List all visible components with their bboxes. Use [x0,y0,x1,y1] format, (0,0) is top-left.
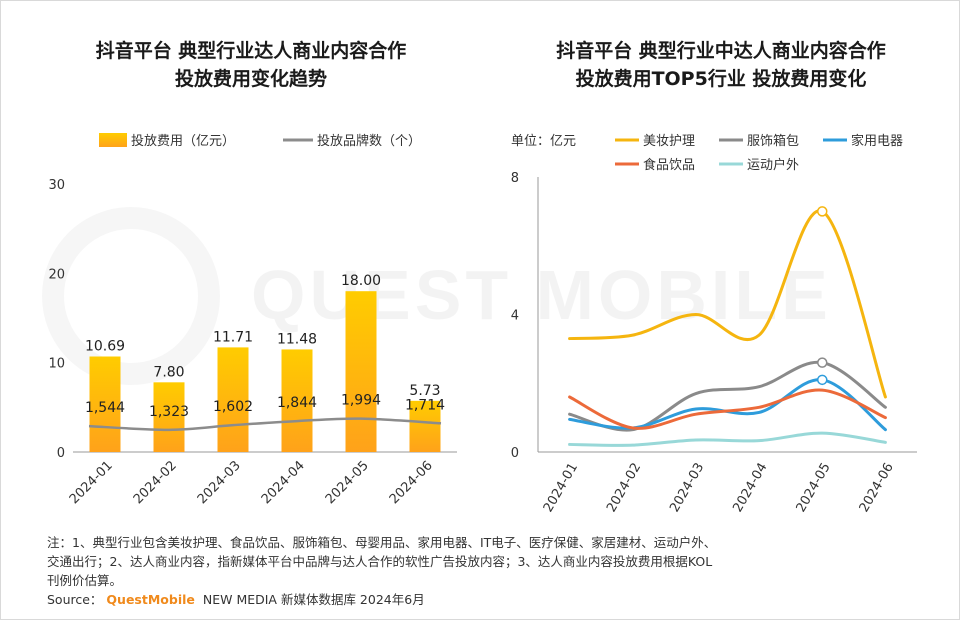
legend-bar-swatch [99,133,127,147]
series-line-服饰箱包 [568,360,887,432]
source-brand: QuestMobile [106,592,194,607]
left-legend: 投放费用（亿元） 投放品牌数（个） [99,133,421,149]
brand-count-label: 1,323 [149,404,189,420]
right-y-tick: 0 [511,446,519,461]
right-lines [568,206,887,447]
right-x-tick: 2024-03 [667,461,707,516]
right-x-tick: 2024-06 [857,461,897,516]
legend-line-label: 投放品牌数（个） [317,133,421,149]
bar-value-label: 10.69 [85,339,125,355]
bar-2024-04 [281,349,313,452]
right-unit-label: 单位：亿元 [511,134,576,149]
right-legend-label: 运动户外 [747,157,799,173]
peak-marker-服饰箱包 [817,357,828,368]
source-line: Source： QuestMobile NEW MEDIA 新媒体数据库 202… [47,592,425,607]
left-bars: 10.69 7.80 11.71 11.48 18.00 5.73 [85,273,441,452]
footnote-line2: 交通出行；2、达人商业内容，指新媒体平台中品牌与达人合作的软性广告投放内容；3、… [47,554,712,569]
left-x-tick: 2024-06 [387,458,436,507]
left-x-tick: 2024-05 [323,458,372,507]
bar-2024-03 [217,347,249,452]
brand-count-label: 1,994 [341,393,381,409]
right-legend-label: 食品饮品 [643,157,695,173]
bar-value-label: 7.80 [153,364,184,380]
left-y-tick: 0 [57,446,65,461]
right-x-tick: 2024-01 [541,461,581,516]
bar-2024-06 [409,400,441,452]
left-y-tick: 20 [48,267,65,282]
left-y-tick: 10 [48,357,65,372]
left-brand-line: 1,544 1,323 1,602 1,844 1,994 1,714 [85,393,445,432]
left-x-tick: 2024-02 [131,458,180,507]
left-x-tick: 2024-01 [67,458,116,507]
footer: 注：1、典型行业包含美妆护理、食品饮品、服饰箱包、母婴用品、家用电器、IT电子、… [47,535,716,607]
footnote-line3: 刊例价估算。 [47,573,122,588]
series-line-食品饮品 [568,388,887,430]
brand-count-label: 1,714 [405,397,445,413]
right-y-tick: 8 [511,171,519,186]
right-legend-label: 服饰箱包 [747,133,799,149]
right-y-tick: 4 [511,309,519,324]
right-x-tick: 2024-04 [730,461,770,516]
bar-value-label: 11.48 [277,331,317,347]
right-chart-title-line2: 投放费用TOP5行业 投放费用变化 [576,67,867,90]
bar-value-label: 11.71 [213,329,253,345]
left-chart-title-line1: 抖音平台 典型行业达人商业内容合作 [96,39,407,62]
peak-marker-美妆护理 [817,206,828,217]
legend-bar-label: 投放费用（亿元） [131,133,235,149]
bar-value-label: 18.00 [341,273,381,289]
brand-count-line [88,417,442,432]
right-x-tick: 2024-02 [604,461,644,516]
left-chart-title-line2: 投放费用变化趋势 [175,67,327,90]
watermark: QUEST MOBILE [251,256,832,334]
series-line-美妆护理 [568,209,887,399]
right-x-tick: 2024-05 [794,461,834,516]
bar-2024-01 [89,356,121,452]
right-legend-label: 美妆护理 [643,134,695,149]
brand-count-label: 1,844 [277,395,317,411]
bar-2024-02 [153,382,185,452]
series-line-运动户外 [568,431,887,447]
right-legend-label: 家用电器 [851,133,903,149]
peak-marker-家用电器 [817,374,828,386]
left-x-tick: 2024-04 [259,458,308,507]
footnote-line1: 注：1、典型行业包含美妆护理、食品饮品、服饰箱包、母婴用品、家用电器、IT电子、… [47,535,716,550]
source-label: Source： [47,592,102,607]
right-chart-title-line1: 抖音平台 典型行业中达人商业内容合作 [556,39,886,62]
left-x-tick: 2024-03 [195,458,244,507]
brand-count-label: 1,544 [85,400,125,416]
left-y-tick: 30 [48,178,65,193]
bar-2024-05 [345,291,377,452]
watermark-text: QUEST MOBILE [251,256,832,334]
right-axis: 0 4 8 2024-01 2024-02 2024-03 2024-04 2024-05 20… [511,171,917,515]
source-text: NEW MEDIA 新媒体数据库 2024年6月 [203,592,425,607]
brand-count-label: 1,602 [213,399,253,415]
bar-value-label: 5.73 [409,383,440,399]
